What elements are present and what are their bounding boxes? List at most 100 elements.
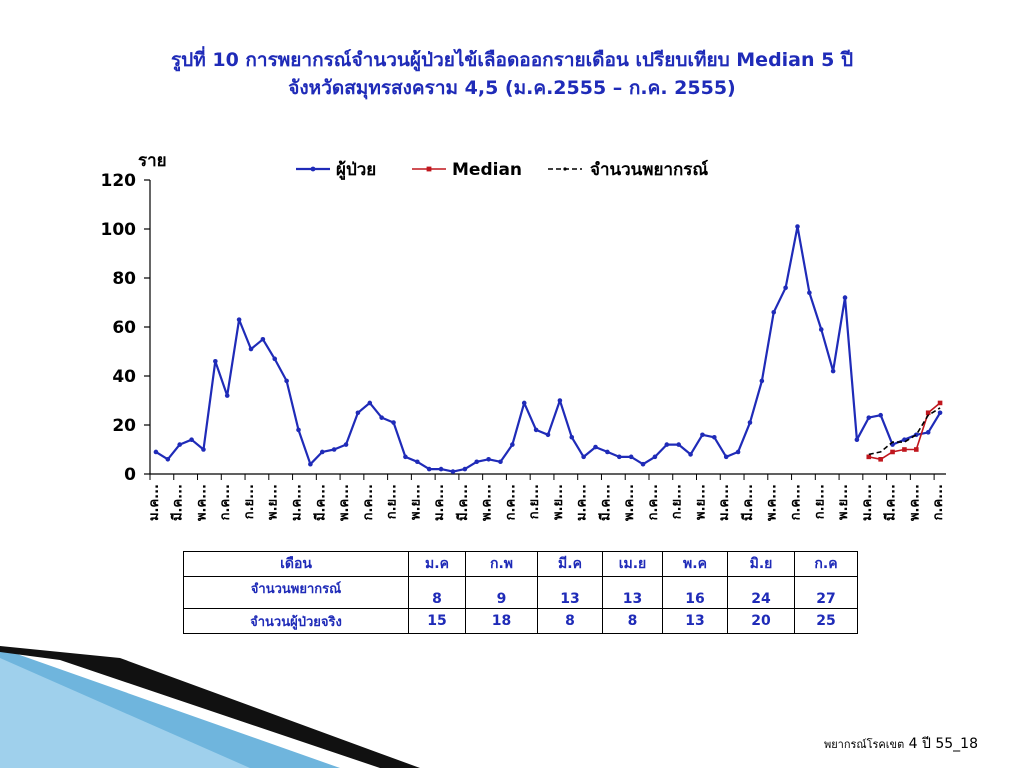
x-tick-label: มี.ค... — [455, 484, 471, 521]
series-patients-point — [628, 454, 634, 460]
table-month-cell: มี.ค — [537, 551, 603, 577]
x-tick-label: ม.ค... — [290, 484, 305, 521]
x-tick-label: มี.ค... — [883, 484, 899, 521]
footer-label-small: พยากรณ์โรคเขต — [823, 738, 905, 751]
series-patients-point — [533, 427, 539, 433]
table-month-cell: ก.ค — [794, 551, 858, 577]
series-forecast-line — [868, 407, 941, 456]
y-axis-label: ราย — [138, 151, 167, 171]
x-tick-label: มี.ค... — [312, 484, 328, 521]
table-cell: 25 — [794, 608, 858, 634]
table-cell: 13 — [537, 576, 603, 609]
table-header-row: เดือน ม.ค ก.พ มี.ค เม.ย พ.ค มิ.ย ก.ค — [183, 551, 858, 577]
x-tick-label: ม.ค... — [147, 484, 162, 521]
table-row-label: จำนวนผู้ป่วยจริง — [183, 608, 409, 634]
slide-title: รูปที่ 10 การพยากรณ์จำนวนผู้ป่วยไข้เลือด… — [40, 46, 984, 102]
series-patients-point — [842, 295, 848, 300]
corner-decoration-dark — [0, 646, 420, 768]
x-tick-label: มี.ค... — [740, 484, 756, 521]
table-month-cell: พ.ค — [662, 551, 728, 577]
x-tick-label: ก.ค... — [361, 484, 376, 520]
table-month-cell: มิ.ย — [727, 551, 795, 577]
series-patients-point — [676, 442, 681, 447]
series-patients-point — [783, 285, 788, 291]
table-cell: 8 — [408, 576, 466, 609]
series-patients-point — [581, 454, 586, 460]
series-patients-point — [367, 400, 373, 406]
table-month-cell: เม.ย — [602, 551, 663, 577]
series-patients-point — [486, 457, 491, 462]
table-cell: 20 — [727, 608, 795, 634]
series-patients-point — [818, 327, 824, 332]
y-tick-label: 60 — [112, 318, 136, 338]
series-patients-point — [450, 469, 456, 474]
x-tick-label: ม.ค... — [575, 484, 590, 521]
chart-series — [153, 224, 943, 474]
series-patients-point — [201, 447, 206, 452]
x-tick-label: พ.ย... — [408, 484, 423, 520]
series-patients-point — [284, 378, 289, 384]
corner-decoration-light — [0, 658, 250, 768]
series-patients-point — [415, 459, 420, 465]
series-patients-point — [747, 420, 753, 425]
series-patients-point — [474, 459, 480, 465]
x-tick-label: ก.ย... — [242, 484, 257, 519]
series-patients-point — [296, 427, 301, 433]
series-patients-point — [700, 432, 705, 438]
series-median-point — [878, 457, 883, 462]
series-patients-point — [652, 454, 658, 460]
series-median-point — [913, 447, 919, 452]
table-row-actual: จำนวนผู้ป่วยจริง 15 18 8 8 13 20 25 — [183, 608, 858, 634]
series-patients-point — [462, 466, 468, 472]
y-tick-label: 20 — [112, 416, 136, 436]
series-patients-point — [664, 442, 670, 447]
series-patients-point — [213, 359, 218, 364]
series-patients-point — [795, 224, 800, 229]
x-tick-label: ม.ค... — [860, 484, 875, 521]
x-tick-label: ก.ย... — [670, 484, 685, 519]
chart-legend: ผู้ป่วย Median จำนวนพยากรณ์ — [296, 159, 708, 181]
x-tick-label: ม.ค... — [717, 484, 732, 521]
series-patients-point — [640, 461, 646, 467]
series-patients-point — [272, 356, 278, 362]
y-tick-label: 120 — [101, 171, 137, 191]
series-patients-point — [438, 466, 444, 472]
series-patients-point — [248, 346, 254, 352]
x-tick-label: พ.ค... — [337, 484, 352, 521]
x-tick-label: ก.ค... — [218, 484, 233, 520]
table-month-cell: ก.พ — [465, 551, 538, 577]
table-cell: 13 — [662, 608, 728, 634]
series-patients-point — [866, 415, 872, 420]
series-patients-point — [177, 442, 183, 447]
y-tick-label: 40 — [112, 367, 136, 387]
x-tick-label: พ.ย... — [266, 484, 281, 520]
series-patients-point — [236, 317, 242, 322]
x-tick-label: ก.ย... — [812, 484, 827, 519]
series-patients-point — [498, 459, 503, 465]
series-median-point — [937, 400, 943, 406]
series-patients-point — [319, 449, 325, 455]
series-patients-point — [403, 454, 408, 460]
series-patients-point — [925, 430, 931, 435]
series-patients-point — [688, 452, 693, 457]
series-median-point — [925, 410, 931, 416]
legend-marker — [310, 166, 316, 172]
table-month-cell: ม.ค — [408, 551, 466, 577]
x-tick-label: พ.ค... — [480, 484, 495, 521]
series-patients-point — [878, 412, 883, 418]
x-tick-label: ม.ค... — [432, 484, 447, 521]
series-patients-point — [712, 434, 717, 440]
table-cell: 8 — [602, 608, 663, 634]
x-tick-label: พ.ย... — [836, 484, 851, 520]
y-tick-label: 80 — [112, 269, 136, 289]
legend-marker — [426, 166, 432, 172]
series-patients-point — [557, 398, 563, 403]
table-cell: 15 — [408, 608, 466, 634]
table-cell: 27 — [794, 576, 858, 609]
x-tick-label: พ.ค... — [765, 484, 780, 521]
series-median-point — [902, 447, 907, 452]
x-tick-label: พ.ค... — [194, 484, 209, 521]
series-patients-point — [854, 437, 860, 443]
series-patients-point — [391, 420, 396, 425]
